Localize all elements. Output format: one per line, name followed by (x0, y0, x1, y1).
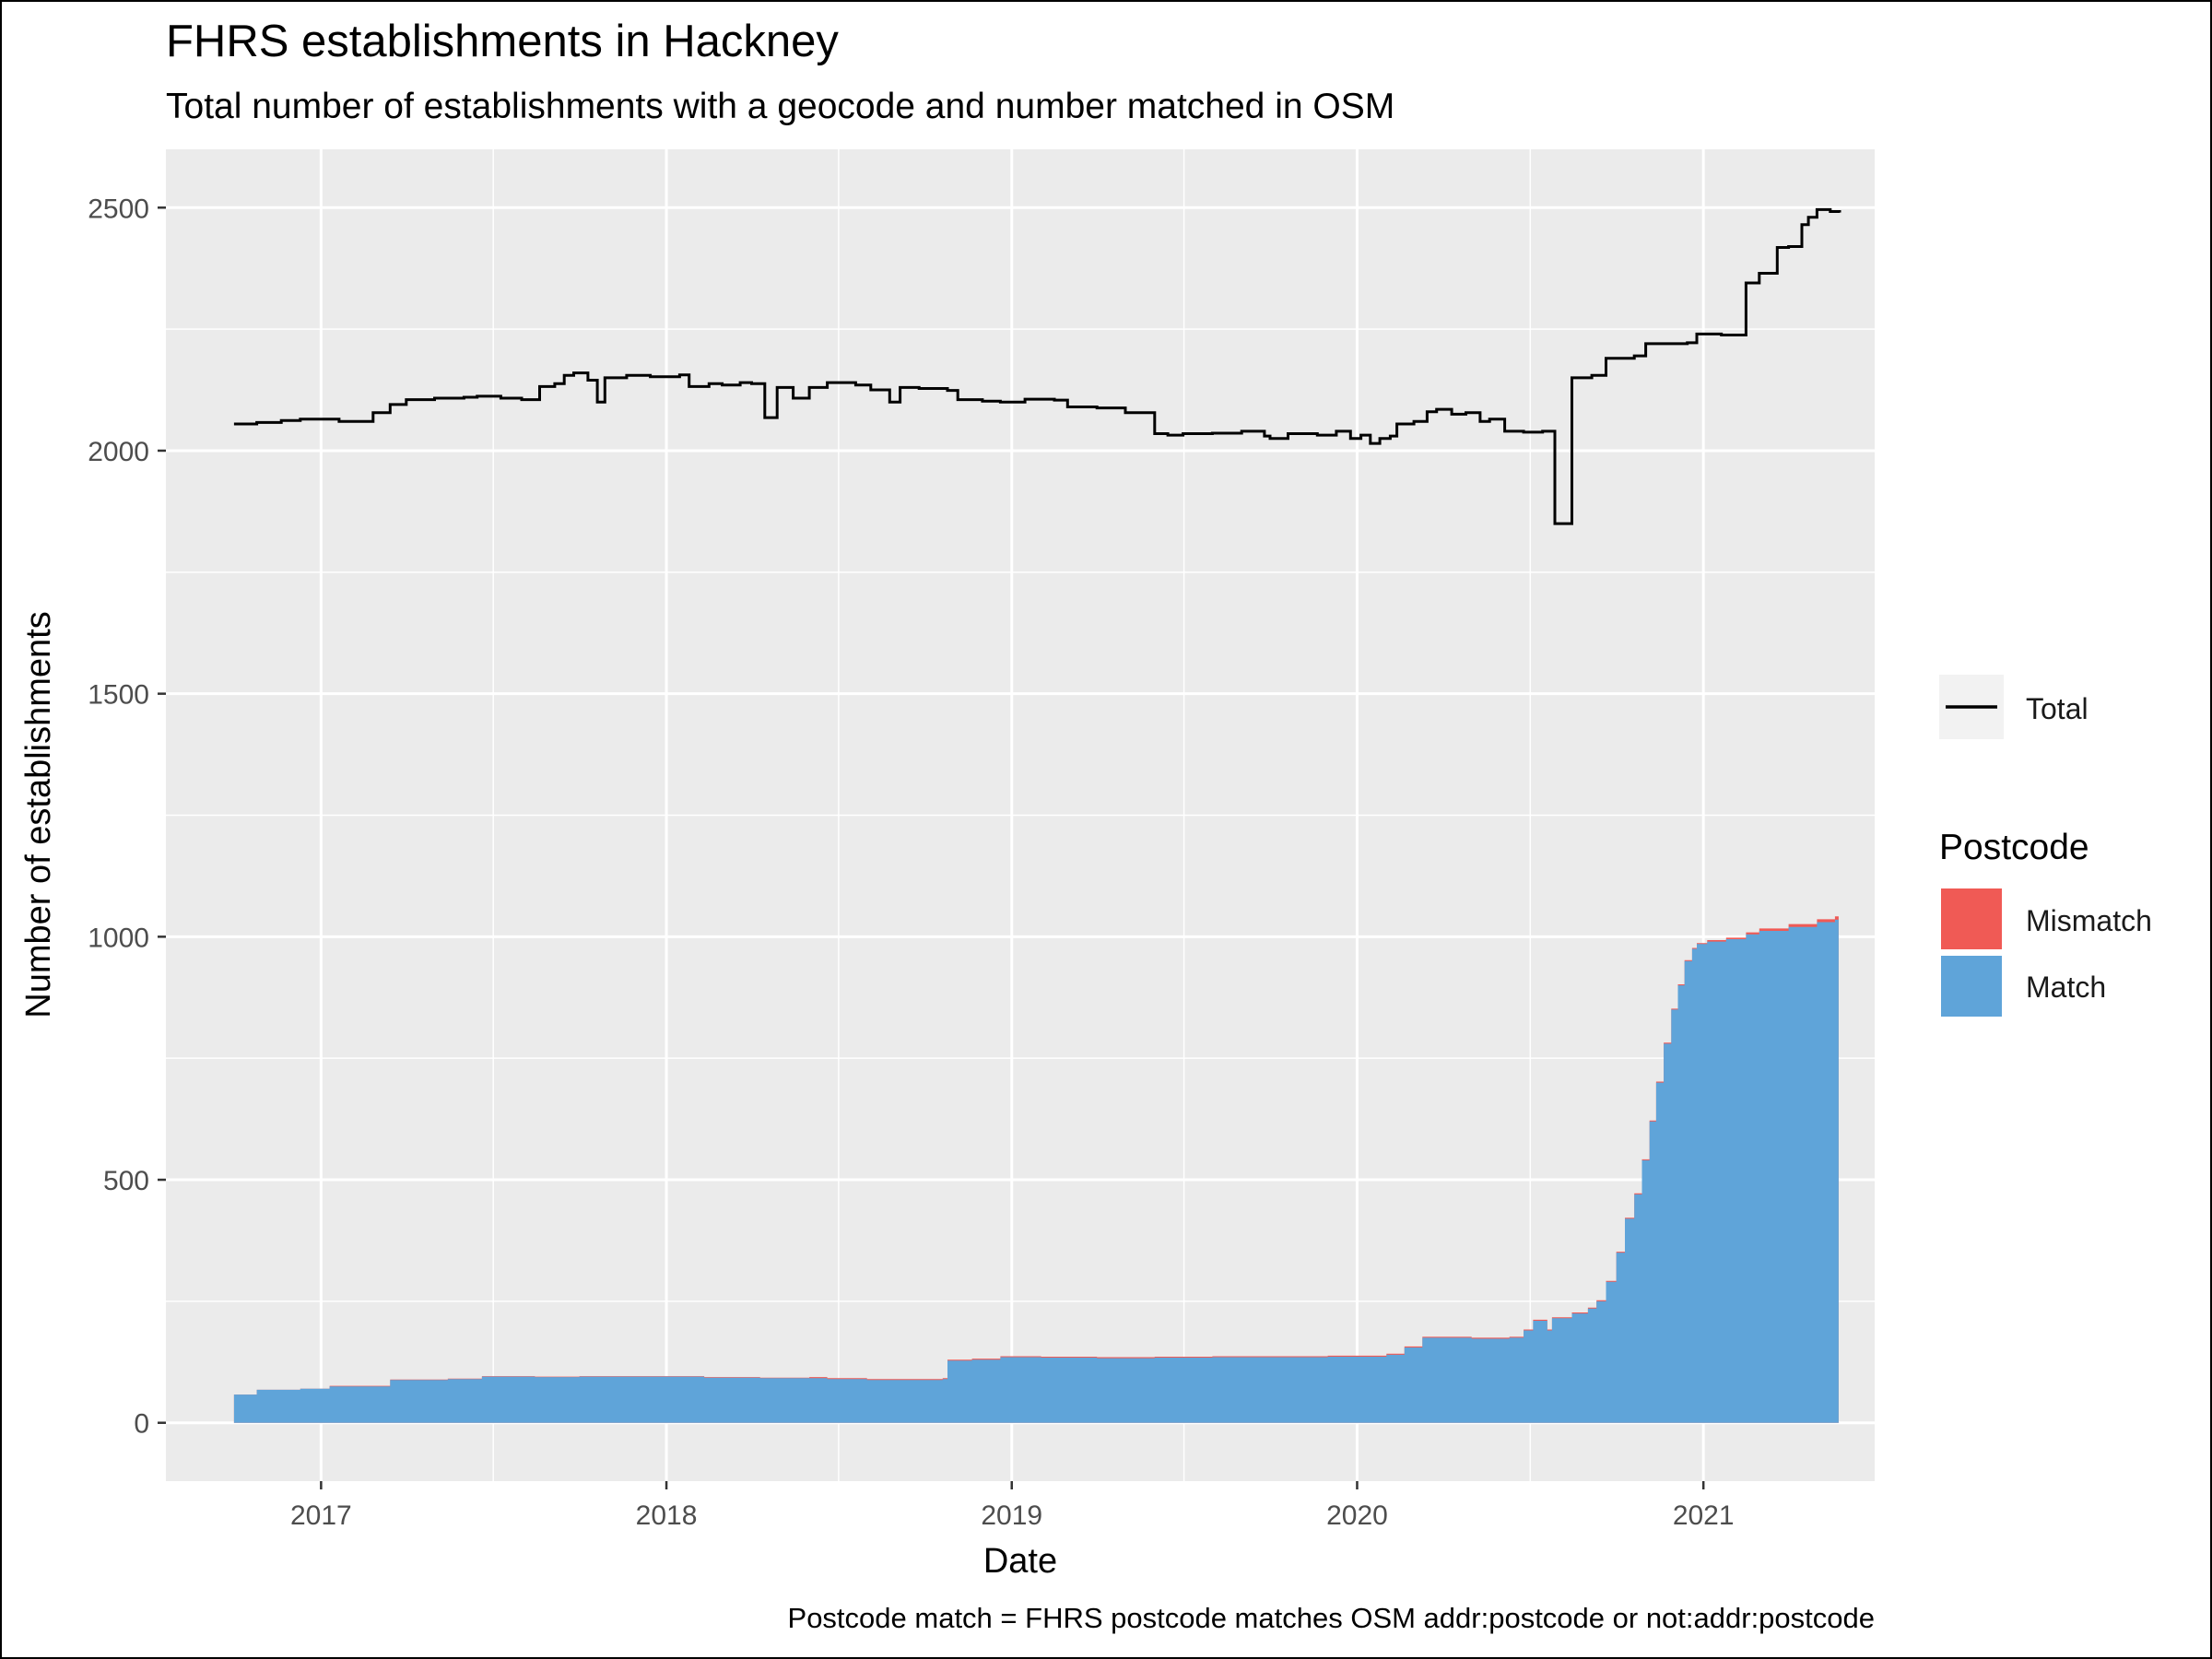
area-series (233, 916, 1839, 1423)
y-axis-title: Number of establishments (19, 611, 58, 1018)
legend-match-label: Match (2026, 971, 2106, 1004)
y-tick-label: 500 (103, 1166, 149, 1196)
x-axis: 2017 2018 2019 2020 2021 (290, 1481, 1735, 1531)
y-tick-label: 1500 (88, 680, 149, 711)
x-tick-label: 2019 (981, 1500, 1042, 1531)
line-series (233, 207, 1841, 525)
y-tick-label: 0 (134, 1409, 149, 1440)
legend-postcode-title: Postcode (1939, 828, 2089, 867)
x-tick-label: 2021 (1673, 1500, 1735, 1531)
grid-minor (166, 149, 1875, 1481)
x-axis-title: Date (983, 1542, 1057, 1581)
chart-caption: Postcode match = FHRS postcode matches O… (788, 1602, 1875, 1634)
chart-subtitle: Total number of establishments with a ge… (166, 87, 1394, 126)
legend-match-swatch (1941, 956, 2002, 1017)
y-tick-label: 2000 (88, 437, 149, 467)
legend: Total Postcode Mismatch Match (1939, 675, 2152, 1017)
legend-mismatch-swatch (1941, 888, 2002, 949)
y-tick-label: 2500 (88, 194, 149, 224)
y-axis: 0 500 1000 1500 2000 2500 (88, 194, 166, 1440)
x-tick-label: 2020 (1326, 1500, 1388, 1531)
legend-total-label: Total (2026, 692, 2088, 725)
total-line (233, 207, 1841, 525)
grid-major (166, 149, 1875, 1481)
chart-title: FHRS establishments in Hackney (166, 17, 839, 66)
x-tick-label: 2017 (290, 1500, 352, 1531)
legend-mismatch-label: Mismatch (2026, 904, 2152, 937)
x-tick-label: 2018 (636, 1500, 698, 1531)
y-tick-label: 1000 (88, 923, 149, 953)
match-area (233, 919, 1839, 1423)
